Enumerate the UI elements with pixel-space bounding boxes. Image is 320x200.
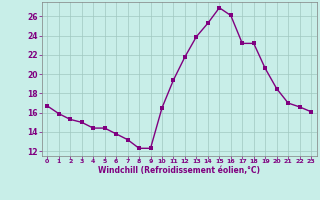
X-axis label: Windchill (Refroidissement éolien,°C): Windchill (Refroidissement éolien,°C) (98, 166, 260, 175)
